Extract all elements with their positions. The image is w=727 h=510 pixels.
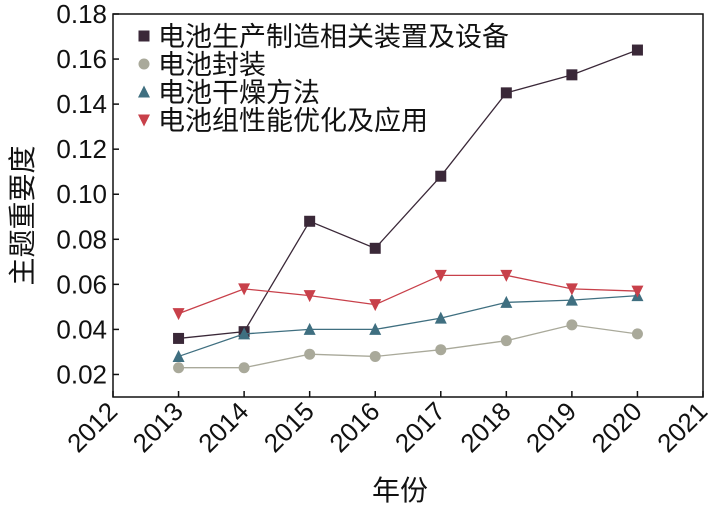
legend-marker <box>138 85 150 98</box>
x-tick-label: 2016 <box>323 396 385 458</box>
series-3 <box>172 269 644 321</box>
data-point <box>434 311 447 324</box>
x-tick-label: 2014 <box>192 396 254 458</box>
data-point <box>631 285 644 298</box>
x-tick-label: 2017 <box>389 396 451 458</box>
data-point <box>566 319 578 331</box>
data-point <box>435 170 447 182</box>
legend-label: 电池封装 <box>158 50 266 81</box>
data-point <box>435 344 447 356</box>
series-line <box>178 274 638 315</box>
axes: 0.02 0.04 0.06 0.08 0.10 0.12 0.14 0.16 0.18 2012… <box>56 0 713 458</box>
data-point <box>500 335 512 347</box>
data-point <box>173 332 185 344</box>
x-tick-label: 2012 <box>61 396 123 458</box>
data-point <box>631 44 643 56</box>
data-point <box>238 283 251 296</box>
data-point <box>369 350 381 362</box>
data-point <box>238 362 250 374</box>
x-tick-label: 2015 <box>258 396 320 458</box>
x-tick-label: 2019 <box>520 396 582 458</box>
y-tick-label: 0.02 <box>56 359 107 389</box>
series-line <box>178 294 638 358</box>
data-point <box>303 290 316 303</box>
series-1 <box>173 319 643 374</box>
data-point <box>565 283 578 296</box>
legend-marker <box>138 58 150 70</box>
y-tick-label: 0.04 <box>56 314 107 344</box>
legend-marker <box>138 30 150 42</box>
legend-label: 电池组性能优化及应用 <box>158 106 428 137</box>
data-point <box>369 299 382 312</box>
data-point <box>172 308 185 321</box>
x-axis-title: 年份 <box>372 474 428 507</box>
x-tick-label: 2021 <box>651 396 713 458</box>
data-point <box>172 349 185 362</box>
data-point <box>500 269 513 282</box>
data-point <box>304 348 316 360</box>
series-2 <box>172 289 644 362</box>
x-tick-label: 2018 <box>454 396 516 458</box>
legend-label: 电池干燥方法 <box>158 78 320 109</box>
data-point <box>369 242 381 254</box>
data-point <box>566 69 578 81</box>
y-tick-label: 0.18 <box>56 0 107 29</box>
y-tick-label: 0.16 <box>56 44 107 74</box>
x-tick-label: 2013 <box>127 396 189 458</box>
y-tick-label: 0.12 <box>56 134 107 164</box>
data-point <box>434 269 447 282</box>
data-point <box>500 87 512 99</box>
data-point <box>631 328 643 340</box>
legend-marker <box>138 114 150 127</box>
legend-label: 电池生产制造相关装置及设备 <box>158 22 509 53</box>
series-line <box>178 49 638 340</box>
y-tick-label: 0.08 <box>56 224 107 254</box>
data-point <box>304 215 316 227</box>
data-point <box>303 322 316 335</box>
y-tick-label: 0.10 <box>56 179 107 209</box>
series-line <box>178 324 638 369</box>
series-layer <box>172 44 644 374</box>
data-point <box>500 295 513 308</box>
data-point <box>238 327 251 340</box>
data-point <box>565 293 578 306</box>
y-axis-title: 主题重要度 <box>6 145 39 285</box>
data-point <box>369 322 382 335</box>
y-tick-label: 0.06 <box>56 269 107 299</box>
x-tick-label: 2020 <box>586 396 648 458</box>
data-point <box>173 362 185 374</box>
y-tick-label: 0.14 <box>56 89 107 119</box>
plot-frame <box>112 13 704 398</box>
